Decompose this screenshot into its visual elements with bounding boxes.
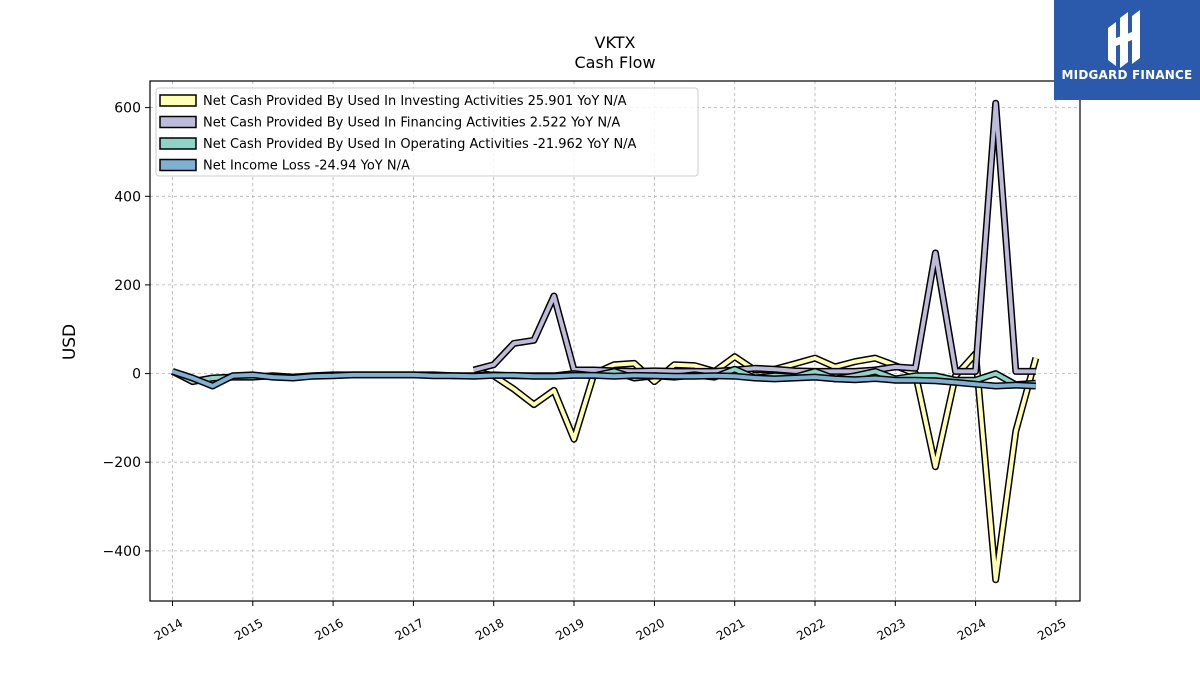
legend: Net Cash Provided By Used In Investing A…	[155, 87, 699, 177]
legend-label: Net Cash Provided By Used In Investing A…	[203, 94, 627, 109]
series-lines	[170, 99, 1040, 584]
chart-subtitle: Cash Flow	[574, 53, 655, 72]
midgard-finance-logo-icon	[1108, 10, 1140, 68]
y-tick-label: 600	[114, 101, 141, 117]
y-axis-label: USD	[60, 324, 80, 360]
legend-swatch	[159, 137, 197, 150]
legend-label: Net Cash Provided By Used In Financing A…	[203, 116, 620, 131]
chart-title: VKTX	[595, 33, 636, 52]
y-tick-label: 400	[114, 189, 141, 205]
series-line-2	[473, 101, 1036, 374]
series-line-4	[171, 369, 1036, 388]
y-tick-label: 0	[132, 367, 141, 383]
midgard-finance-logo: MIDGARD FINANCE	[1054, 0, 1200, 100]
legend-box	[155, 87, 699, 177]
legend-swatch	[159, 115, 197, 129]
legend-label: Net Income Loss -24.94 YoY N/A	[203, 159, 410, 174]
legend-swatch	[159, 94, 197, 107]
legend-label: Net Cash Provided By Used In Operating A…	[203, 137, 637, 152]
logo-text: MIDGARD FINANCE	[1061, 68, 1193, 82]
y-tick-label: −400	[103, 544, 141, 560]
y-tick-label: 200	[114, 278, 141, 294]
legend-swatch	[159, 158, 197, 172]
plot-frame	[149, 80, 1081, 602]
y-tick-label: −200	[103, 455, 141, 471]
